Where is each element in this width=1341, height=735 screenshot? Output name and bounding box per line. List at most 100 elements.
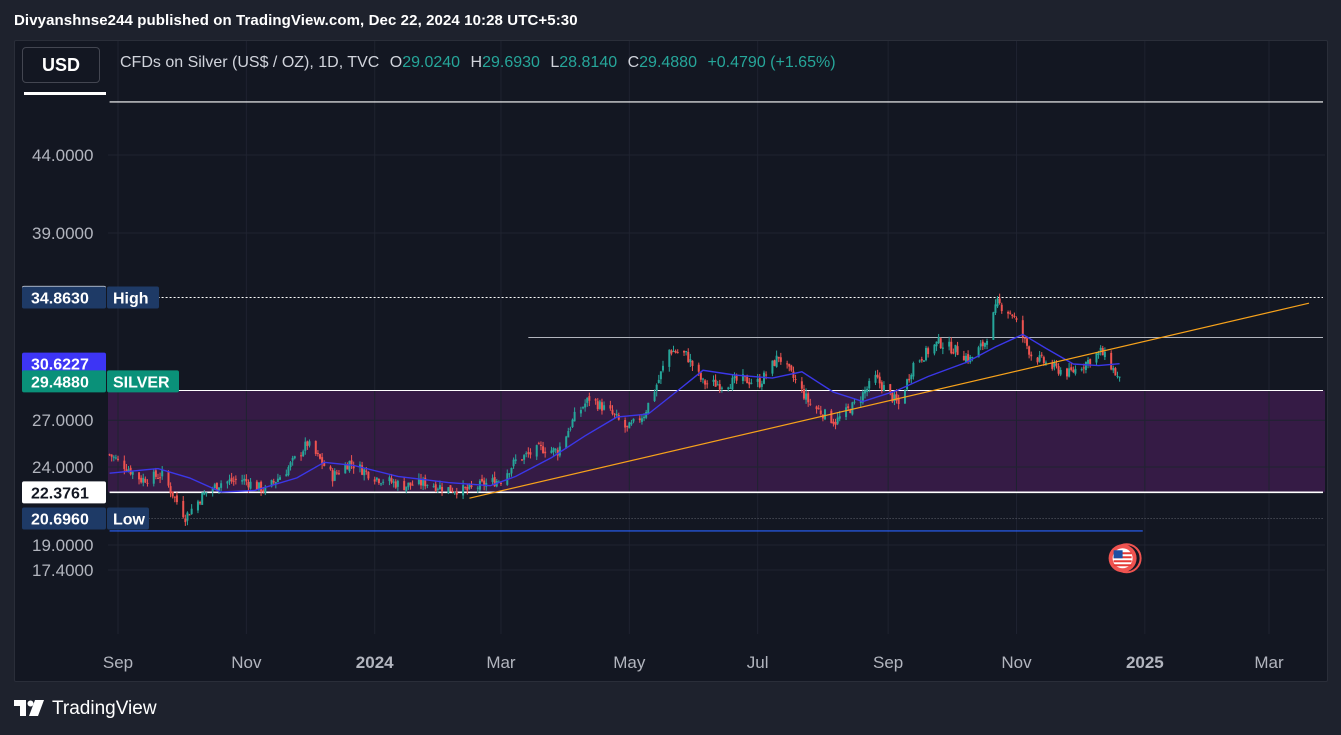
candle-body — [314, 441, 317, 454]
candle-body — [1021, 320, 1024, 338]
footer-brand[interactable]: TradingView — [14, 697, 157, 721]
candle-body — [358, 464, 361, 468]
candle-body — [529, 452, 532, 455]
candle-body — [220, 483, 223, 488]
candle-body — [1030, 354, 1033, 357]
candle-body — [712, 379, 715, 382]
candle-body — [878, 376, 881, 384]
candle-body — [367, 471, 370, 479]
ascending-trendline[interactable] — [469, 302, 1310, 499]
candle-body — [213, 484, 216, 489]
candle-body — [388, 477, 391, 482]
candle-body — [396, 480, 399, 487]
label-ma[interactable]: 30.6227 — [22, 352, 106, 375]
candle-body — [1110, 352, 1113, 370]
candle-body — [1038, 355, 1041, 362]
us-flag-event-icon[interactable] — [1108, 543, 1142, 574]
candle-body — [676, 352, 679, 354]
candle-body — [714, 379, 717, 387]
candle-body — [1009, 312, 1012, 314]
candle-body — [794, 378, 797, 380]
candle-body — [733, 376, 736, 379]
candle-body — [1042, 357, 1045, 364]
candle-body — [234, 478, 237, 480]
candle-body — [876, 374, 879, 378]
candle-body — [626, 425, 629, 428]
candle-body — [792, 371, 795, 378]
candle-body — [967, 354, 970, 362]
candle-body — [462, 485, 465, 496]
candle-body — [906, 379, 909, 390]
chart-frame — [14, 40, 1328, 682]
candle-body — [824, 409, 827, 420]
candle-body — [802, 389, 805, 399]
legend-open-value: 29.0240 — [402, 54, 461, 71]
candle-body — [1023, 337, 1026, 339]
candle-body — [571, 419, 574, 428]
candle-body — [434, 484, 437, 491]
candle-body — [632, 418, 635, 422]
label-support[interactable]: 22.3761 — [22, 481, 106, 504]
candle-body — [668, 349, 671, 367]
candle-body — [689, 359, 692, 363]
candle-body — [211, 488, 214, 492]
candle-body — [436, 488, 439, 490]
candle-body — [891, 392, 894, 402]
candle-body — [1051, 362, 1054, 369]
moving-average-line[interactable] — [109, 333, 1120, 493]
candle-body — [994, 304, 997, 313]
candle-body — [952, 352, 955, 354]
candle-body — [800, 381, 803, 389]
price-pill-value: 30.6227 — [31, 357, 89, 374]
x-tick-label: Nov — [231, 653, 262, 672]
candle-body — [348, 461, 351, 472]
y-tick-label: 27.0000 — [32, 411, 93, 430]
candle-body — [661, 365, 664, 371]
candle-body — [706, 383, 709, 385]
symbol-legend[interactable]: CFDs on Silver (US$ / OZ), 1D, TVC O29.0… — [120, 54, 836, 72]
candle-body — [927, 348, 930, 355]
legend-close-label: C — [627, 54, 640, 71]
currency-button[interactable]: USD — [22, 47, 100, 83]
candle-body — [232, 480, 235, 482]
legend-high-value: 29.6930 — [482, 54, 540, 71]
y-tick-label: 17.4000 — [32, 561, 93, 580]
candle-body — [552, 448, 555, 452]
candle-body — [760, 383, 763, 387]
candle-body — [1015, 318, 1018, 320]
candle-body — [1013, 315, 1016, 317]
candle-body — [352, 466, 355, 469]
candle-body — [954, 344, 957, 353]
candle-body — [986, 341, 989, 345]
candle-body — [819, 410, 822, 415]
candle-body — [697, 364, 700, 372]
label-high[interactable]: 34.8630 High — [22, 286, 159, 309]
label-low[interactable]: 20.6960 Low — [22, 507, 149, 530]
candle-body — [508, 473, 511, 475]
candle-body — [127, 469, 130, 471]
candle-body — [1118, 376, 1121, 378]
candle-body — [228, 479, 231, 482]
candle-body — [521, 459, 524, 461]
candle-body — [255, 481, 258, 490]
candle-body — [112, 456, 115, 458]
candle-body — [731, 377, 734, 390]
label-last[interactable]: 29.4880 SILVER — [22, 370, 179, 393]
candle-body — [603, 405, 606, 410]
candle-body — [1028, 346, 1031, 355]
candle-body — [344, 464, 347, 474]
candle-body — [272, 480, 275, 483]
candle-body — [565, 436, 568, 448]
candle-body — [203, 492, 206, 495]
candle-body — [468, 484, 471, 489]
price-pill-value: 22.3761 — [31, 485, 89, 502]
candle-body — [264, 486, 267, 493]
candle-body — [114, 457, 117, 459]
footer-brand-text: TradingView — [52, 698, 157, 719]
legend-low-label: L — [550, 54, 560, 71]
candle-body — [405, 486, 408, 491]
price-pill-value: 20.6960 — [31, 512, 89, 529]
candle-body — [1087, 359, 1090, 364]
x-tick-label: 2025 — [1126, 653, 1164, 672]
